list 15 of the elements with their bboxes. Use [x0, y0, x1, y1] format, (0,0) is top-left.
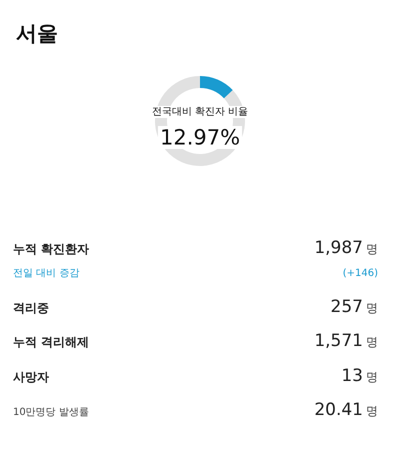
text: 누적 격리해제 — [13, 334, 90, 351]
text: 1,571 명 — [314, 331, 378, 351]
text: (+146) — [342, 268, 378, 279]
text: 전국대비 확진자 비율 — [152, 106, 248, 118]
text: 12.97% — [160, 126, 240, 150]
text: 사망자 — [13, 369, 49, 386]
text: 257 명 — [330, 297, 378, 317]
text: 전일 대비 증감 — [13, 267, 80, 280]
chart-title: 서울 — [16, 22, 58, 46]
text: 격리중 — [13, 300, 49, 317]
text: 1,987 명 — [314, 238, 378, 258]
text: 20.41 명 — [314, 400, 378, 420]
text: 10만명당 발생률 — [13, 406, 89, 419]
text: 13 명 — [341, 366, 378, 386]
text: 누적 확진환자 — [13, 241, 90, 258]
